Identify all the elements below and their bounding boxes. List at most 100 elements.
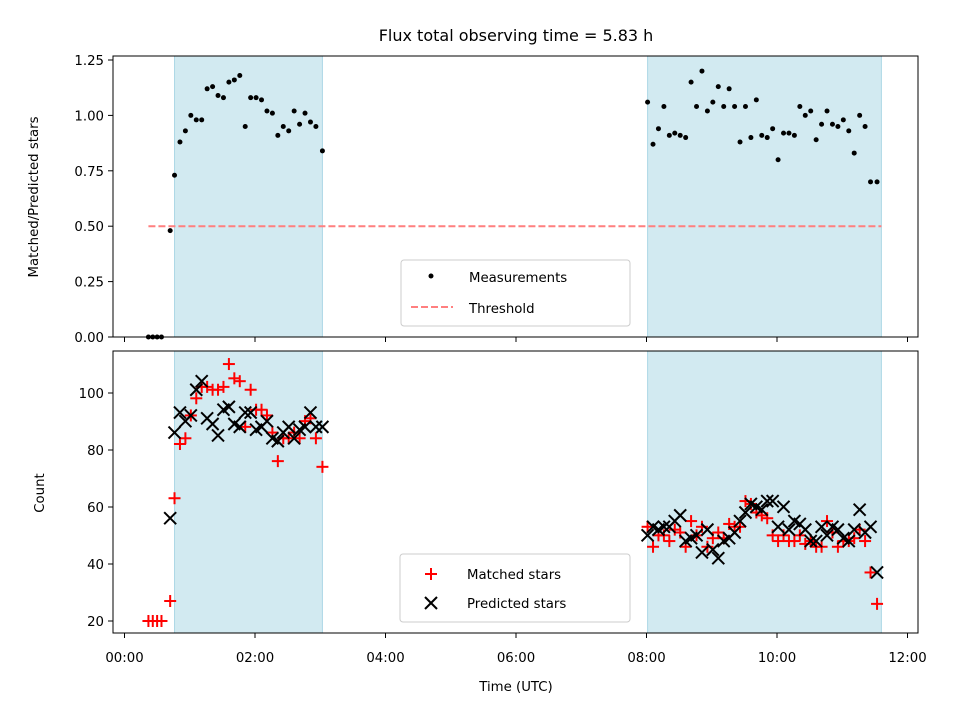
matched-star-point: [663, 535, 676, 548]
predicted-star-point: [863, 520, 878, 534]
predicted-star-point: [809, 534, 823, 548]
top-y-tick-label: 0.50: [74, 220, 104, 235]
bottom-x-tick-label: 12:00: [888, 651, 926, 666]
legend-predicted-label: Predicted stars: [467, 597, 566, 612]
measurement-point: [862, 123, 868, 129]
predicted-stars-series: [163, 374, 884, 580]
top-y-tick-label: 0.25: [74, 276, 104, 291]
measurement-point: [220, 95, 226, 101]
measurement-point: [726, 86, 732, 92]
measurement-point: [672, 130, 678, 136]
measurement-point: [764, 135, 770, 141]
measurement-point: [791, 132, 797, 138]
measurement-point: [242, 123, 248, 129]
measurement-point: [259, 97, 265, 103]
bottom-y-tick-label: 100: [79, 387, 104, 402]
bottom-y-tick-label: 40: [87, 558, 104, 573]
predicted-star-point: [804, 534, 818, 548]
top-y-tick-label: 0.75: [74, 165, 104, 180]
bottom-x-tick-label: 02:00: [236, 651, 274, 666]
predicted-star-point: [706, 542, 720, 557]
measurement-point: [781, 130, 787, 136]
measurement-point: [732, 104, 738, 110]
top-y-ticks: 0.00 0.25 0.50 0.75 1.00 1.25: [74, 54, 113, 346]
measurement-point: [177, 139, 183, 145]
measurement-point: [286, 128, 292, 134]
top-panel: 0.00 0.25 0.50 0.75 1.00 1.25 Matched/Predict…: [27, 54, 919, 346]
matched-star-point: [179, 432, 192, 445]
measurement-point: [210, 84, 216, 90]
predicted-star-point: [847, 522, 861, 537]
predicted-star-point: [727, 525, 742, 540]
predicted-star-point: [711, 551, 725, 565]
measurement-point: [813, 137, 819, 143]
legend-threshold-label: Threshold: [468, 302, 535, 317]
predicted-star-point: [814, 520, 829, 534]
matched-star-point: [859, 535, 872, 548]
measurement-point: [802, 112, 808, 118]
measurement-point: [231, 77, 237, 83]
measurement-point: [199, 117, 205, 123]
top-y-tick-label: 1.00: [74, 109, 104, 124]
predicted-star-point: [260, 414, 274, 428]
bottom-y-tick-label: 80: [87, 444, 104, 459]
observing-span-1: [174, 55, 323, 338]
predicted-star-point: [700, 522, 715, 537]
predicted-star-point: [189, 383, 203, 397]
measurement-point: [775, 157, 781, 163]
bottom-x-tick-label: 10:00: [758, 651, 796, 666]
predicted-star-point: [657, 520, 671, 534]
measurement-point: [770, 126, 776, 132]
measurement-point: [253, 95, 259, 101]
matched-star-point: [155, 615, 168, 627]
matched-star-point: [641, 520, 654, 533]
measurement-point: [313, 123, 319, 129]
predicted-star-point: [755, 502, 769, 517]
measurement-point: [650, 141, 656, 147]
predicted-star-point: [640, 528, 655, 543]
measurement-point: [182, 128, 188, 134]
top-legend-box: [400, 259, 631, 327]
measurement-point: [307, 119, 313, 125]
predicted-star-point: [673, 508, 687, 523]
predicted-star-point: [195, 374, 209, 388]
top-observing-spans: [174, 55, 882, 338]
predicted-star-point: [782, 522, 796, 537]
measurement-point: [824, 108, 830, 114]
predicted-star-point: [831, 522, 845, 537]
measurement-point: [172, 172, 178, 178]
matched-star-point: [647, 540, 660, 553]
predicted-star-point: [282, 420, 296, 434]
bottom-y-axis-label: Count: [33, 473, 48, 513]
matched-star-point: [739, 495, 752, 508]
legend-measurements-label: Measurements: [469, 271, 567, 286]
predicted-star-point: [163, 511, 177, 525]
bottom-legend-box: [399, 553, 631, 623]
matched-star-point: [190, 392, 203, 405]
measurement-point: [835, 123, 841, 129]
matched-star-point: [168, 492, 181, 505]
legend-measurements-marker: [428, 273, 434, 279]
matched-star-point: [239, 420, 252, 433]
matched-star-point: [316, 460, 329, 473]
chart-title: Flux total observing time = 5.83 h: [379, 26, 654, 45]
measurement-point: [759, 132, 765, 138]
bottom-y-ticks: 20 40 60 80 100: [79, 387, 113, 630]
bottom-y-tick-label: 20: [87, 615, 104, 630]
predicted-star-point: [287, 431, 301, 445]
legend-predicted-marker: [424, 596, 438, 610]
measurement-point: [319, 148, 325, 154]
measurement-point: [683, 135, 689, 141]
bottom-legend: Matched stars Predicted stars: [399, 553, 631, 623]
bottom-y-tick-label: 60: [87, 501, 104, 516]
matched-star-point: [826, 526, 839, 539]
matched-star-point: [217, 380, 230, 393]
measurement-point: [688, 79, 694, 85]
measurement-point: [188, 112, 194, 118]
measurement-point: [808, 108, 814, 114]
measurement-point: [677, 132, 683, 138]
measurement-point: [193, 117, 199, 123]
measurement-point: [851, 150, 857, 156]
measurement-point: [874, 179, 880, 185]
matched-star-point: [685, 515, 698, 528]
